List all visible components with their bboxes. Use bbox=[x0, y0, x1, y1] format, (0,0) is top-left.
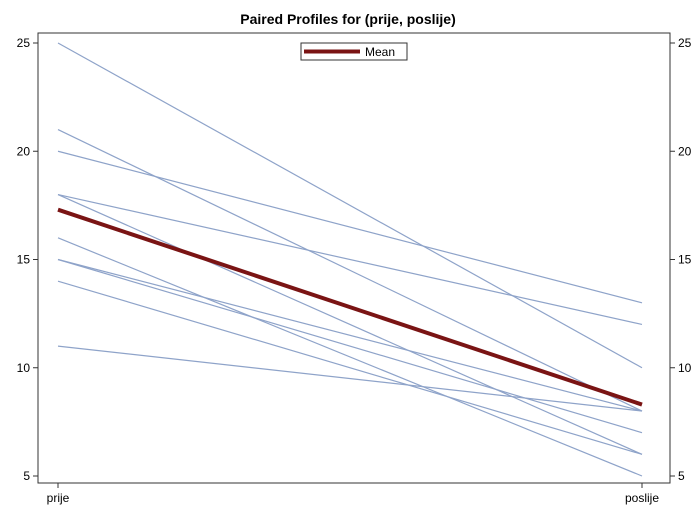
profile-line-6 bbox=[57, 237, 643, 477]
plot-area-frame bbox=[37, 32, 671, 484]
left-y-tick-label: 25 bbox=[17, 36, 31, 50]
right-y-tick-label: 15 bbox=[678, 253, 692, 267]
right-y-axis: 5 10 15 20 25 bbox=[670, 36, 692, 483]
legend: Mean bbox=[300, 42, 408, 61]
profile-line-4 bbox=[57, 193, 643, 326]
x-tick-label-prije: prije bbox=[47, 491, 70, 505]
mean-line-group bbox=[57, 207, 643, 407]
mean-line bbox=[57, 207, 643, 407]
profile-line-3 bbox=[57, 150, 643, 304]
right-y-tick-label: 20 bbox=[678, 144, 692, 158]
right-y-tick-label: 10 bbox=[678, 361, 692, 375]
chart-title: Paired Profiles for (prije, poslije) bbox=[240, 11, 456, 27]
left-y-tick-label: 5 bbox=[23, 469, 30, 483]
right-y-tick-label: 25 bbox=[678, 36, 692, 50]
profile-line-9 bbox=[57, 280, 643, 455]
profile-lines-group bbox=[57, 42, 643, 477]
left-y-axis: 5 10 15 20 25 bbox=[17, 36, 38, 483]
left-y-tick-label: 10 bbox=[17, 361, 31, 375]
profile-line-5 bbox=[57, 194, 643, 455]
profile-line-7 bbox=[57, 258, 643, 412]
left-y-tick-label: 15 bbox=[17, 253, 31, 267]
profile-line-10 bbox=[57, 345, 643, 412]
right-y-tick-label: 5 bbox=[678, 469, 685, 483]
left-y-tick-label: 20 bbox=[17, 144, 31, 158]
x-tick-label-poslije: poslije bbox=[625, 491, 659, 505]
profile-line-2 bbox=[57, 129, 643, 412]
profile-line-8 bbox=[57, 258, 643, 434]
x-axis: prije poslije bbox=[47, 483, 659, 505]
profile-line-1 bbox=[57, 42, 643, 369]
legend-label-mean: Mean bbox=[365, 45, 395, 59]
